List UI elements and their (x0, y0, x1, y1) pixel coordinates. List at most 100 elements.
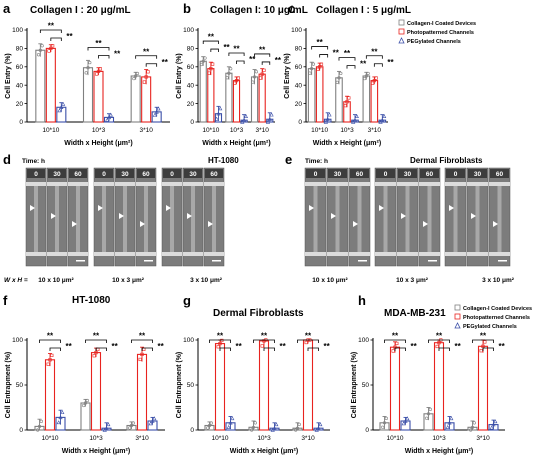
size-row-label: W x H = (4, 277, 28, 284)
data-point (253, 421, 257, 425)
data-point (479, 349, 483, 353)
significance-label: ** (371, 47, 378, 56)
legend-label-peg: PEGylated Channels (407, 39, 461, 45)
data-point (142, 80, 146, 84)
significance-label: ** (317, 38, 324, 47)
data-point (131, 421, 135, 425)
channel (335, 186, 340, 252)
data-point (449, 416, 454, 421)
x-tick-label: 10*3 (92, 127, 106, 134)
y-axis-label: Cell Entry (%) (284, 53, 291, 99)
data-point (260, 72, 264, 76)
data-point (152, 416, 157, 421)
data-point (260, 344, 264, 348)
significance-label: ** (280, 342, 287, 351)
significance-bracket (394, 347, 406, 351)
scale-bar (358, 260, 367, 262)
significance-label: ** (249, 55, 256, 64)
legend-top: Collagen-I Coated Devices Photopatterned… (398, 19, 476, 45)
data-point (94, 350, 98, 355)
time-point-label: 30 (474, 171, 482, 178)
data-point (199, 62, 204, 67)
micrograph-strip: 60 (418, 167, 441, 267)
data-point (50, 353, 54, 357)
time-point-label: 0 (384, 171, 388, 178)
time-label-d: Time: h (22, 158, 45, 165)
data-point (403, 418, 408, 423)
significance-label: ** (333, 49, 340, 58)
significance-bracket (135, 55, 158, 59)
time-box (137, 169, 155, 178)
data-point (347, 96, 351, 100)
data-point (134, 74, 138, 78)
data-point (203, 56, 207, 60)
chart-c: 0 20 40 60 80 100 Cell Entry (%) Width x Height… (284, 27, 394, 147)
significance-label: ** (499, 342, 506, 351)
cell-arrow-icon (471, 213, 476, 219)
bar-photo (315, 66, 324, 123)
micrograph-strip: 30 (182, 167, 204, 267)
significance-label: ** (95, 39, 102, 48)
significance-label: ** (143, 47, 150, 56)
significance-bracket (131, 339, 153, 343)
bar-collagen (35, 49, 46, 123)
time-box (163, 169, 181, 178)
channel-edge (68, 182, 88, 186)
data-point (61, 101, 66, 106)
chart-a: 0 20 40 60 80 100 Cell Entry (%) Width x Height… (5, 22, 170, 147)
y-tick-label: 50 (187, 382, 195, 389)
time-point-label: 0 (34, 171, 38, 178)
x-tick-label: 10*3 (432, 435, 446, 442)
significance-label: ** (162, 58, 169, 67)
data-point (106, 115, 112, 120)
data-point (148, 421, 153, 426)
significance-label: ** (392, 332, 399, 341)
x-tick-label: 3*10 (476, 435, 490, 442)
channel-edge (327, 252, 348, 256)
significance-label: ** (223, 43, 230, 52)
y-tick-label: 0 (190, 119, 194, 126)
micrograph-panel-e: e Time: h Dermal Fibroblasts 0 30 60 0 30 60 0… (285, 152, 515, 284)
micrograph-strip: 0 (93, 167, 115, 267)
data-point (384, 416, 388, 420)
significance-bracket (307, 347, 319, 351)
data-point (220, 338, 224, 343)
channel-edge (305, 252, 326, 256)
x-tick-label: 3*10 (139, 127, 153, 134)
data-point (294, 428, 298, 432)
legend-swatch-photo (398, 28, 405, 35)
y-tick-label: 20 (16, 101, 24, 108)
data-point (351, 119, 356, 124)
data-point (152, 112, 157, 117)
cell-label-d: HT-1080 (208, 156, 239, 165)
data-point (304, 340, 308, 345)
data-point (366, 71, 370, 76)
data-point (252, 75, 257, 79)
time-point-label: 30 (189, 171, 197, 178)
y-tick-label: 50 (16, 382, 24, 389)
cell-arrow-icon (309, 205, 314, 211)
significance-label: ** (455, 342, 462, 351)
significance-bracket (428, 339, 450, 343)
y-tick-label: 60 (16, 64, 24, 71)
channel (144, 186, 148, 252)
data-point (83, 401, 88, 405)
channel-edge (375, 252, 396, 256)
time-label-e: Time: h (305, 158, 328, 165)
data-point (40, 44, 44, 48)
significance-bracket (39, 29, 62, 33)
significance-label: ** (158, 342, 165, 351)
panel-letter-g: g (183, 293, 191, 308)
micrograph-strip: 0 (25, 167, 47, 267)
panel-letter-c: c (288, 1, 295, 16)
significance-bracket (141, 347, 153, 351)
data-point (491, 422, 496, 427)
data-point (327, 112, 332, 117)
significance-bracket (261, 61, 271, 65)
chart-h: 0 50 100 Cell Entrapment (%) Width x Height … (351, 332, 506, 456)
data-point (262, 68, 266, 72)
channel-edge (467, 252, 488, 256)
data-point (227, 71, 231, 75)
scale-bar (428, 260, 437, 262)
chart-title-b: Collagen I: 10 μg/mL (210, 5, 308, 16)
